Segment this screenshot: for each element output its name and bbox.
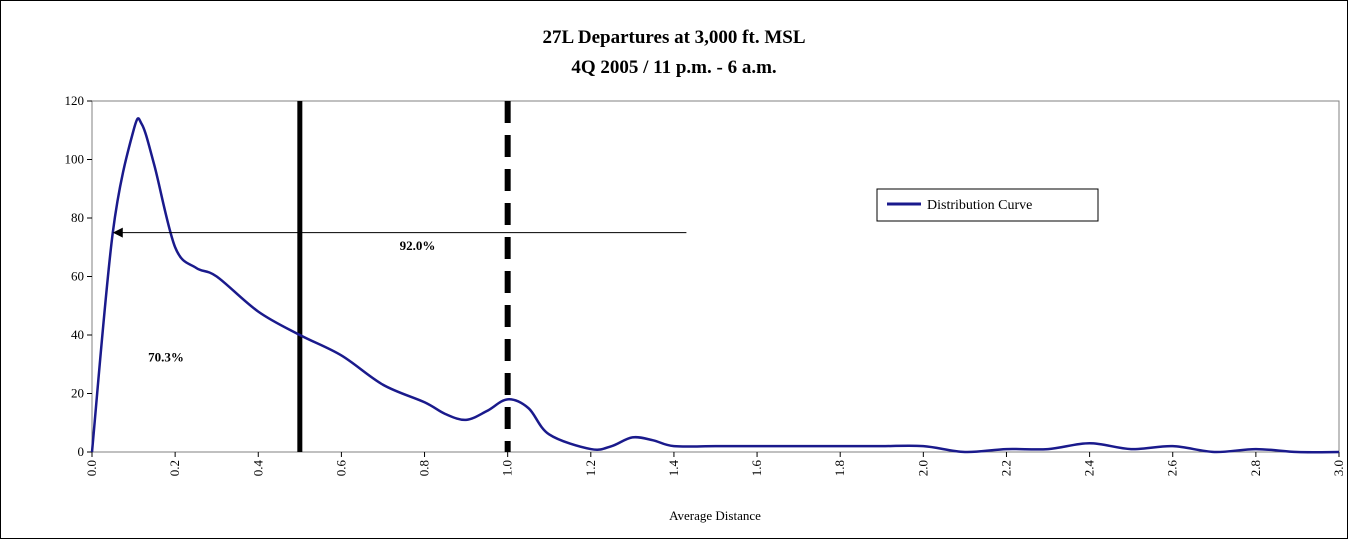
legend: Distribution Curve	[876, 188, 1099, 222]
y-axis: 0 20 40 60 80 100 120	[65, 93, 92, 459]
x-tick-label: 2.2	[998, 460, 1013, 476]
y-tick-label: 120	[65, 93, 85, 108]
x-tick-label: 0.8	[417, 460, 432, 476]
y-tick-label: 80	[71, 210, 84, 225]
x-tick-label: 2.6	[1165, 460, 1180, 477]
x-tick-label: 2.4	[1082, 460, 1097, 477]
x-tick-label: 1.6	[749, 460, 764, 477]
x-tick-label: 2.8	[1248, 460, 1263, 476]
percentage-label: 92.0%	[400, 238, 436, 253]
y-tick-label: 100	[65, 152, 85, 167]
chart-title: 27L Departures at 3,000 ft. MSL	[543, 27, 806, 48]
x-tick-label: 3.0	[1331, 460, 1346, 476]
percentage-label: 70.3%	[148, 349, 184, 364]
legend-label: Distribution Curve	[927, 198, 1032, 213]
x-tick-label: 0.0	[84, 460, 99, 476]
chart-subtitle: 4Q 2005 / 11 p.m. - 6 a.m.	[571, 57, 776, 78]
y-tick-label: 20	[71, 386, 84, 401]
annotation-layer: 92.0% 70.3%	[112, 227, 687, 364]
x-tick-label: 2.0	[915, 460, 930, 476]
plot-area	[91, 100, 1340, 453]
x-tick-label: 1.0	[500, 460, 515, 476]
reference-lines	[297, 101, 511, 452]
y-tick-label: 60	[71, 269, 84, 284]
x-tick-label: 0.4	[250, 460, 265, 477]
x-tick-label: 1.8	[832, 460, 847, 476]
x-tick-label: 0.6	[333, 460, 348, 477]
x-axis: 0.0 0.2 0.4 0.6 0.8 1.0 1.2 1.4 1.6 1.8 2.0 2.2 2.4 2…	[84, 452, 1346, 476]
x-tick-label: 1.4	[666, 460, 681, 477]
y-tick-label: 40	[71, 327, 84, 342]
x-axis-title: Average Distance	[669, 508, 761, 523]
y-tick-label: 0	[78, 444, 85, 459]
x-tick-label: 1.2	[583, 460, 598, 476]
series-layer	[90, 117, 1340, 454]
x-tick-label: 0.2	[167, 460, 182, 476]
distribution-curve-line	[90, 117, 1340, 454]
arrow-head	[112, 227, 123, 238]
